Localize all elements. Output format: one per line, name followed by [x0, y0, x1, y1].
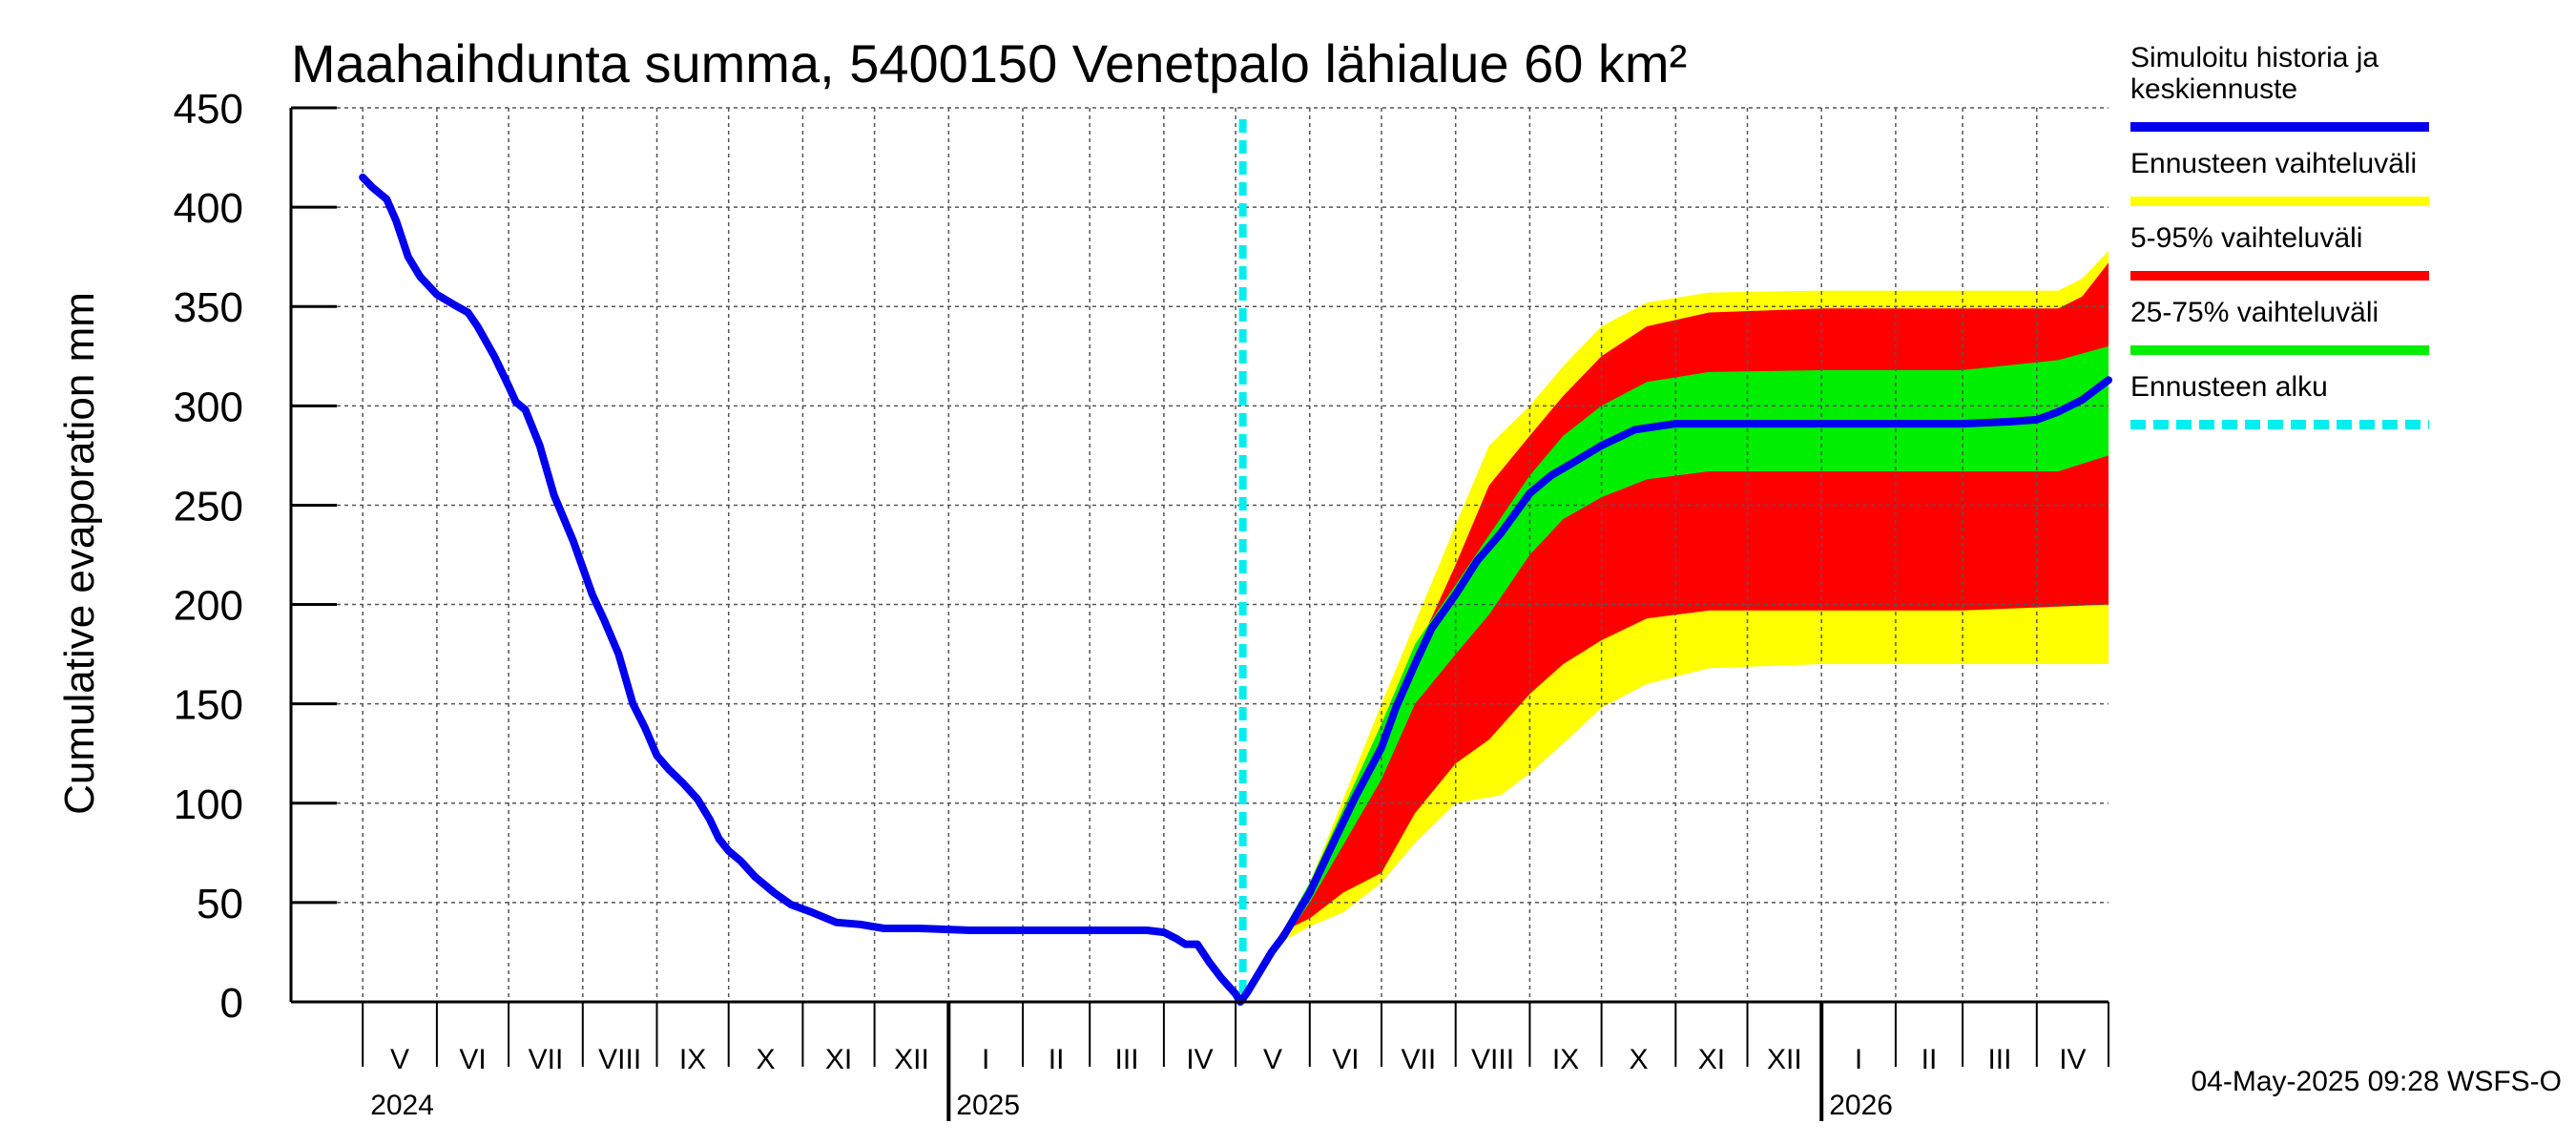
month-label-6: XI [825, 1044, 852, 1075]
y-axis-ticks: 0 50 100 150 200 250 300 350 400 450 [174, 86, 337, 1027]
year-label-2: 2026 [1829, 1090, 1893, 1121]
band-2 [1242, 345, 2109, 1002]
y-tick-label-3: 150 [174, 682, 243, 729]
month-label-0: V [390, 1044, 409, 1075]
month-label-5: X [757, 1044, 776, 1075]
month-label-17: X [1629, 1044, 1648, 1075]
month-label-22: III [1987, 1044, 2011, 1075]
year-label-0: 2024 [370, 1090, 434, 1121]
month-label-4: IX [679, 1044, 706, 1075]
legend-label-1-0: Ennusteen vaihteluväli [2130, 148, 2417, 179]
month-label-8: I [982, 1044, 989, 1075]
month-label-15: VIII [1471, 1044, 1514, 1075]
month-label-3: VIII [598, 1044, 641, 1075]
month-label-10: III [1115, 1044, 1139, 1075]
month-label-18: XI [1698, 1044, 1725, 1075]
grid-lines [291, 107, 2109, 1002]
month-label-2: VII [529, 1044, 564, 1075]
y-tick-label-6: 300 [174, 384, 243, 430]
y-tick-label-8: 400 [174, 185, 243, 232]
x-axis-months: V VI VII VIII IX X XI XII I II III IV V VI VII VIII IX X X… [362, 1002, 2109, 1121]
footer-timestamp: 04-May-2025 09:28 WSFS-O [2192, 1066, 2563, 1097]
month-label-1: VI [459, 1044, 486, 1075]
month-label-19: XII [1767, 1044, 1802, 1075]
month-label-13: VI [1332, 1044, 1359, 1075]
legend-label-4-0: Ennusteen alku [2130, 371, 2328, 403]
legend-label-0-1: keskiennuste [2130, 73, 2297, 105]
y-tick-label-9: 450 [174, 86, 243, 133]
legend-label-2-0: 5-95% vaihteluväli [2130, 222, 2362, 254]
plot-frame [289, 108, 2109, 1004]
series-line-0 [359, 173, 2112, 1006]
y-axis-label: Cumulative evaporation mm [56, 292, 103, 815]
legend-label-0-0: Simuloitu historia ja [2130, 42, 2379, 73]
legend-label-3-0: 25-75% vaihteluväli [2130, 297, 2379, 328]
y-tick-label-1: 50 [197, 881, 243, 927]
y-tick-label-4: 200 [174, 583, 243, 630]
month-label-21: II [1922, 1044, 1938, 1075]
month-label-11: IV [1186, 1044, 1213, 1075]
y-tick-label-0: 0 [220, 980, 243, 1027]
month-label-7: XII [894, 1044, 929, 1075]
month-label-9: II [1049, 1044, 1065, 1075]
y-tick-label-5: 250 [174, 483, 243, 530]
forecast-bands [1242, 250, 2109, 1002]
month-label-20: I [1855, 1044, 1862, 1075]
month-label-14: VII [1402, 1044, 1437, 1075]
month-label-23: IV [2059, 1044, 2086, 1075]
y-tick-label-2: 100 [174, 781, 243, 828]
chart-title: Maahaihdunta summa, 5400150 Venetpalo lä… [291, 33, 1687, 94]
series-lines [359, 173, 2112, 1006]
y-tick-label-7: 350 [174, 284, 243, 331]
month-label-12: V [1263, 1044, 1282, 1075]
month-label-16: IX [1552, 1044, 1579, 1075]
year-label-1: 2025 [956, 1090, 1020, 1121]
